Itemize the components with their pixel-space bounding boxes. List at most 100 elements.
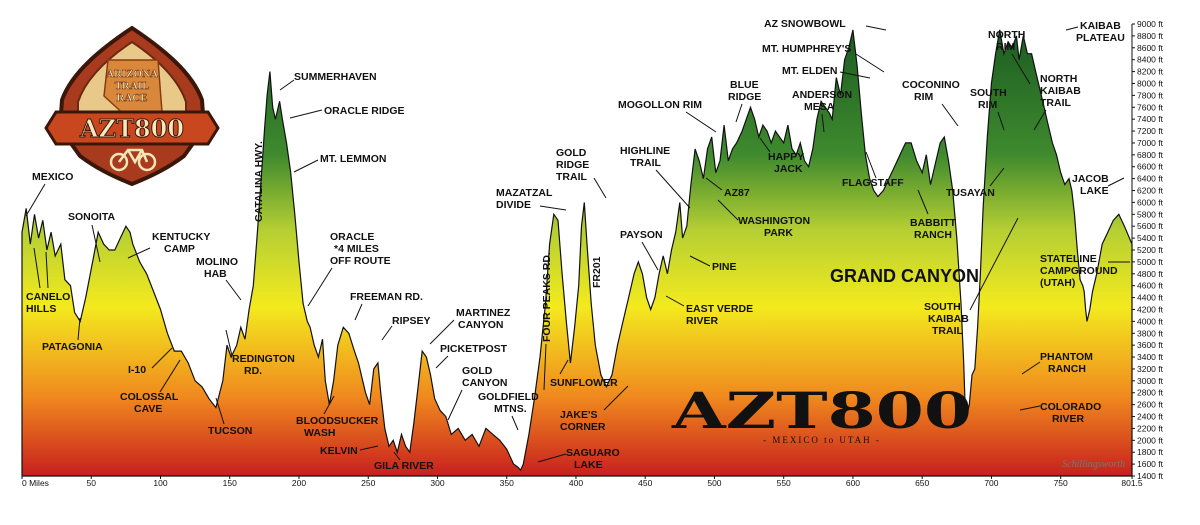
- y-tick-label: 4600 ft: [1137, 281, 1164, 291]
- svg-text:KELVIN: KELVIN: [320, 445, 358, 457]
- y-tick-label: 1400 ft: [1137, 471, 1164, 481]
- annotation-phantom-ranch: PHANTOM RANCH: [1021, 351, 1093, 375]
- y-tick-label: 7800 ft: [1137, 90, 1164, 100]
- annotation-martinez-canyon: MARTINEZ CANYON: [429, 307, 511, 345]
- annotation-redington-rd: REDINGTON RD.: [225, 329, 295, 377]
- svg-text:JACOB: JACOB: [1072, 173, 1109, 185]
- annotation-az-snowbowl: AZ SNOWBOWL: [764, 18, 887, 31]
- annotation-east-verde-river: EAST VERDE RIVER: [665, 295, 753, 327]
- svg-text:CANELO: CANELO: [26, 291, 70, 303]
- annotation-az87: AZ87: [705, 177, 750, 199]
- y-tick-label: 4400 ft: [1137, 293, 1164, 303]
- y-tick-label: 6800 ft: [1137, 150, 1164, 160]
- annotation-coconino-rim: COCONINO RIM: [902, 79, 960, 127]
- svg-text:CORNER: CORNER: [560, 421, 606, 433]
- annotation-canelo-hills: CANELO HILLS: [26, 247, 70, 315]
- annotation-mazatzal-divide: MAZATZAL DIVIDE: [496, 187, 567, 211]
- annotation-freeman-rd: FREEMAN RD.: [350, 291, 423, 321]
- svg-text:HAPPY: HAPPY: [768, 151, 804, 163]
- svg-text:HILLS: HILLS: [26, 303, 56, 315]
- svg-text:PICKETPOST: PICKETPOST: [440, 343, 508, 355]
- svg-text:MEXICO: MEXICO: [32, 171, 73, 183]
- svg-text:TRAIL: TRAIL: [630, 157, 661, 169]
- svg-text:*4 MILES: *4 MILES: [334, 243, 379, 255]
- svg-text:RIM: RIM: [978, 99, 998, 111]
- annotation-i-10: I-10: [128, 347, 173, 376]
- svg-text:JACK: JACK: [774, 163, 803, 175]
- svg-text:GRAND CANYON: GRAND CANYON: [830, 266, 979, 286]
- annotation-payson: PAYSON: [620, 229, 663, 271]
- y-tick-label: 5000 ft: [1137, 257, 1164, 267]
- svg-text:RIM: RIM: [996, 41, 1016, 53]
- svg-text:SONOITA: SONOITA: [68, 211, 115, 223]
- svg-text:TUSAYAN: TUSAYAN: [946, 187, 995, 199]
- svg-text:CANYON: CANYON: [458, 319, 504, 331]
- svg-text:RIPSEY: RIPSEY: [392, 315, 431, 327]
- annotation-fr201: FR201: [591, 256, 603, 288]
- y-tick-label: 6600 ft: [1137, 162, 1164, 172]
- svg-text:COCONINO: COCONINO: [902, 79, 960, 91]
- svg-text:JAKE'S: JAKE'S: [560, 409, 598, 421]
- svg-text:CANYON: CANYON: [462, 377, 508, 389]
- x-tick-label: 801.5: [1121, 478, 1143, 488]
- svg-text:RANCH: RANCH: [914, 229, 952, 241]
- annotation-mt-elden: MT. ELDEN: [782, 65, 871, 79]
- y-tick-label: 4800 ft: [1137, 269, 1164, 279]
- y-tick-label: 3400 ft: [1137, 352, 1164, 362]
- svg-text:FLAGSTAFF: FLAGSTAFF: [842, 177, 904, 189]
- annotation-anderson-mesa: ANDERSON MESA: [792, 89, 852, 133]
- annotation-four-peaks-rd: FOUR PEAKS RD.: [541, 252, 553, 391]
- y-tick-label: 2600 ft: [1137, 400, 1164, 410]
- annotation-north-kaibab-trail: NORTH KAIBAB TRAIL: [1033, 73, 1081, 131]
- svg-text:MT. ELDEN: MT. ELDEN: [782, 65, 837, 77]
- svg-text:PHANTOM: PHANTOM: [1040, 351, 1093, 363]
- y-tick-label: 1600 ft: [1137, 459, 1164, 469]
- svg-text:GOLD: GOLD: [462, 365, 493, 377]
- y-tick-label: 2800 ft: [1137, 388, 1164, 398]
- annotation-bloodsucker-wash: BLOODSUCKER WASH: [296, 395, 379, 439]
- y-tick-label: 7200 ft: [1137, 126, 1164, 136]
- annotation-tusayan: TUSAYAN: [946, 167, 1005, 199]
- x-tick-label: 450: [638, 478, 652, 488]
- svg-text:SAGUARO: SAGUARO: [566, 447, 620, 459]
- annotation-kentucky-camp: KENTUCKY CAMP: [127, 231, 210, 259]
- logo-line-trail: TRAIL: [115, 80, 150, 92]
- y-tick-label: 4200 ft: [1137, 304, 1164, 314]
- y-tick-label: 2000 ft: [1137, 435, 1164, 445]
- y-tick-label: 5600 ft: [1137, 221, 1164, 231]
- y-tick-label: 3200 ft: [1137, 364, 1164, 374]
- y-tick-label: 3800 ft: [1137, 328, 1164, 338]
- svg-text:MT. HUMPHREY'S: MT. HUMPHREY'S: [762, 43, 851, 55]
- annotation-gila-river: GILA RIVER: [374, 451, 434, 472]
- svg-text:SUNFLOWER: SUNFLOWER: [550, 377, 618, 389]
- svg-text:FR201: FR201: [591, 256, 603, 288]
- svg-text:PARK: PARK: [764, 227, 793, 239]
- svg-text:AZ SNOWBOWL: AZ SNOWBOWL: [764, 18, 846, 30]
- x-axis-ticks: 0 Miles 50 100 150 200 250 300 350 400 450 500 550 6…: [21, 476, 1143, 488]
- annotation-sunflower: SUNFLOWER: [550, 359, 618, 389]
- y-tick-label: 1800 ft: [1137, 447, 1164, 457]
- svg-text:CATALINA HWY.: CATALINA HWY.: [253, 141, 265, 222]
- bicycle-icon: [109, 148, 157, 172]
- svg-text:PLATEAU: PLATEAU: [1076, 32, 1125, 44]
- svg-text:RIDGE: RIDGE: [728, 91, 761, 103]
- svg-text:ORACLE RIDGE: ORACLE RIDGE: [324, 105, 405, 117]
- svg-text:KENTUCKY: KENTUCKY: [152, 231, 210, 243]
- svg-text:I-10: I-10: [128, 364, 146, 376]
- x-tick-label: 150: [223, 478, 237, 488]
- svg-text:PATAGONIA: PATAGONIA: [42, 341, 103, 353]
- svg-text:AZ87: AZ87: [724, 187, 750, 199]
- annotation-saguaro-lake: SAGUARO LAKE: [537, 447, 620, 471]
- x-tick-label: 400: [569, 478, 583, 488]
- svg-text:RIVER: RIVER: [686, 315, 719, 327]
- annotation-highline-trail: HIGHLINE TRAIL: [620, 145, 691, 209]
- svg-text:SOUTH: SOUTH: [970, 87, 1007, 99]
- annotation-south-rim: SOUTH RIM: [970, 87, 1007, 131]
- annotation-jakes-corner: JAKE'S CORNER: [560, 385, 629, 433]
- svg-text:TRAIL: TRAIL: [1040, 97, 1071, 109]
- y-tick-label: 6200 ft: [1137, 186, 1164, 196]
- chart-subtitle: - MEXICO to UTAH -: [763, 435, 881, 445]
- svg-text:TUCSON: TUCSON: [208, 425, 252, 437]
- x-tick-label: 550: [777, 478, 791, 488]
- annotation-washington-park: WASHINGTON PARK: [717, 199, 810, 239]
